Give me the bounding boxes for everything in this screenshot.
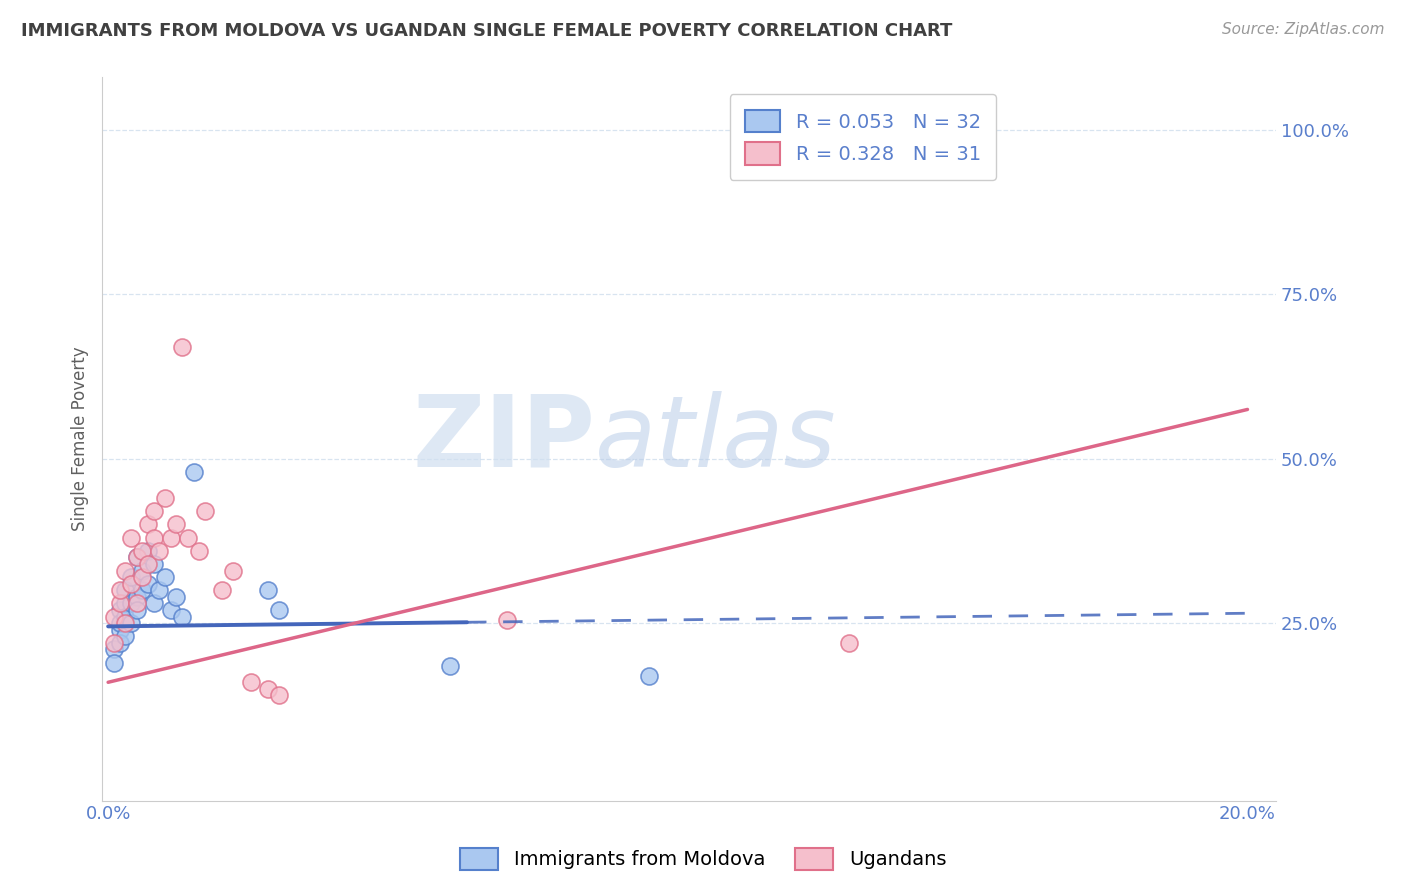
Point <box>120 616 142 631</box>
Point <box>439 658 461 673</box>
Point <box>159 531 181 545</box>
Point <box>136 543 159 558</box>
Point <box>222 564 245 578</box>
Point <box>131 543 153 558</box>
Point <box>166 517 188 532</box>
Point <box>267 603 290 617</box>
Point <box>108 616 131 631</box>
Point <box>136 576 159 591</box>
Text: ZIP: ZIP <box>412 391 595 488</box>
Point <box>131 564 153 578</box>
Point <box>120 531 142 545</box>
Point <box>103 636 125 650</box>
Point <box>120 570 142 584</box>
Point <box>211 583 233 598</box>
Point <box>148 583 170 598</box>
Point <box>125 550 148 565</box>
Point <box>103 642 125 657</box>
Text: Source: ZipAtlas.com: Source: ZipAtlas.com <box>1222 22 1385 37</box>
Text: IMMIGRANTS FROM MOLDOVA VS UGANDAN SINGLE FEMALE POVERTY CORRELATION CHART: IMMIGRANTS FROM MOLDOVA VS UGANDAN SINGL… <box>21 22 952 40</box>
Text: atlas: atlas <box>595 391 837 488</box>
Point <box>125 590 148 604</box>
Point <box>638 669 661 683</box>
Point <box>142 596 165 610</box>
Point <box>148 543 170 558</box>
Point <box>142 557 165 571</box>
Point <box>194 504 217 518</box>
Point <box>136 517 159 532</box>
Point <box>114 564 136 578</box>
Point <box>177 531 200 545</box>
Point <box>120 576 142 591</box>
Point <box>166 590 188 604</box>
Point <box>256 583 278 598</box>
Point <box>838 636 860 650</box>
Point <box>125 550 148 565</box>
Point <box>125 603 148 617</box>
Point <box>496 613 519 627</box>
Point <box>114 616 136 631</box>
Point <box>131 583 153 598</box>
Point <box>108 636 131 650</box>
Point <box>172 609 194 624</box>
Point <box>114 596 136 610</box>
Point <box>114 609 136 624</box>
Point <box>256 681 278 696</box>
Point <box>108 596 131 610</box>
Point <box>108 583 131 598</box>
Point <box>267 689 290 703</box>
Point <box>239 675 262 690</box>
Point <box>153 491 176 506</box>
Point <box>120 596 142 610</box>
Point <box>188 543 211 558</box>
Point <box>142 504 165 518</box>
Point <box>153 570 176 584</box>
Legend: Immigrants from Moldova, Ugandans: Immigrants from Moldova, Ugandans <box>451 839 955 878</box>
Point <box>172 340 194 354</box>
Point <box>108 603 131 617</box>
Point <box>159 603 181 617</box>
Point <box>103 609 125 624</box>
Point <box>108 623 131 637</box>
Point <box>114 629 136 643</box>
Point <box>183 465 205 479</box>
Point <box>103 656 125 670</box>
Point <box>114 583 136 598</box>
Point <box>142 531 165 545</box>
Legend: R = 0.053   N = 32, R = 0.328   N = 31: R = 0.053 N = 32, R = 0.328 N = 31 <box>730 95 997 180</box>
Point <box>136 557 159 571</box>
Point <box>131 570 153 584</box>
Y-axis label: Single Female Poverty: Single Female Poverty <box>72 347 89 532</box>
Point <box>125 596 148 610</box>
